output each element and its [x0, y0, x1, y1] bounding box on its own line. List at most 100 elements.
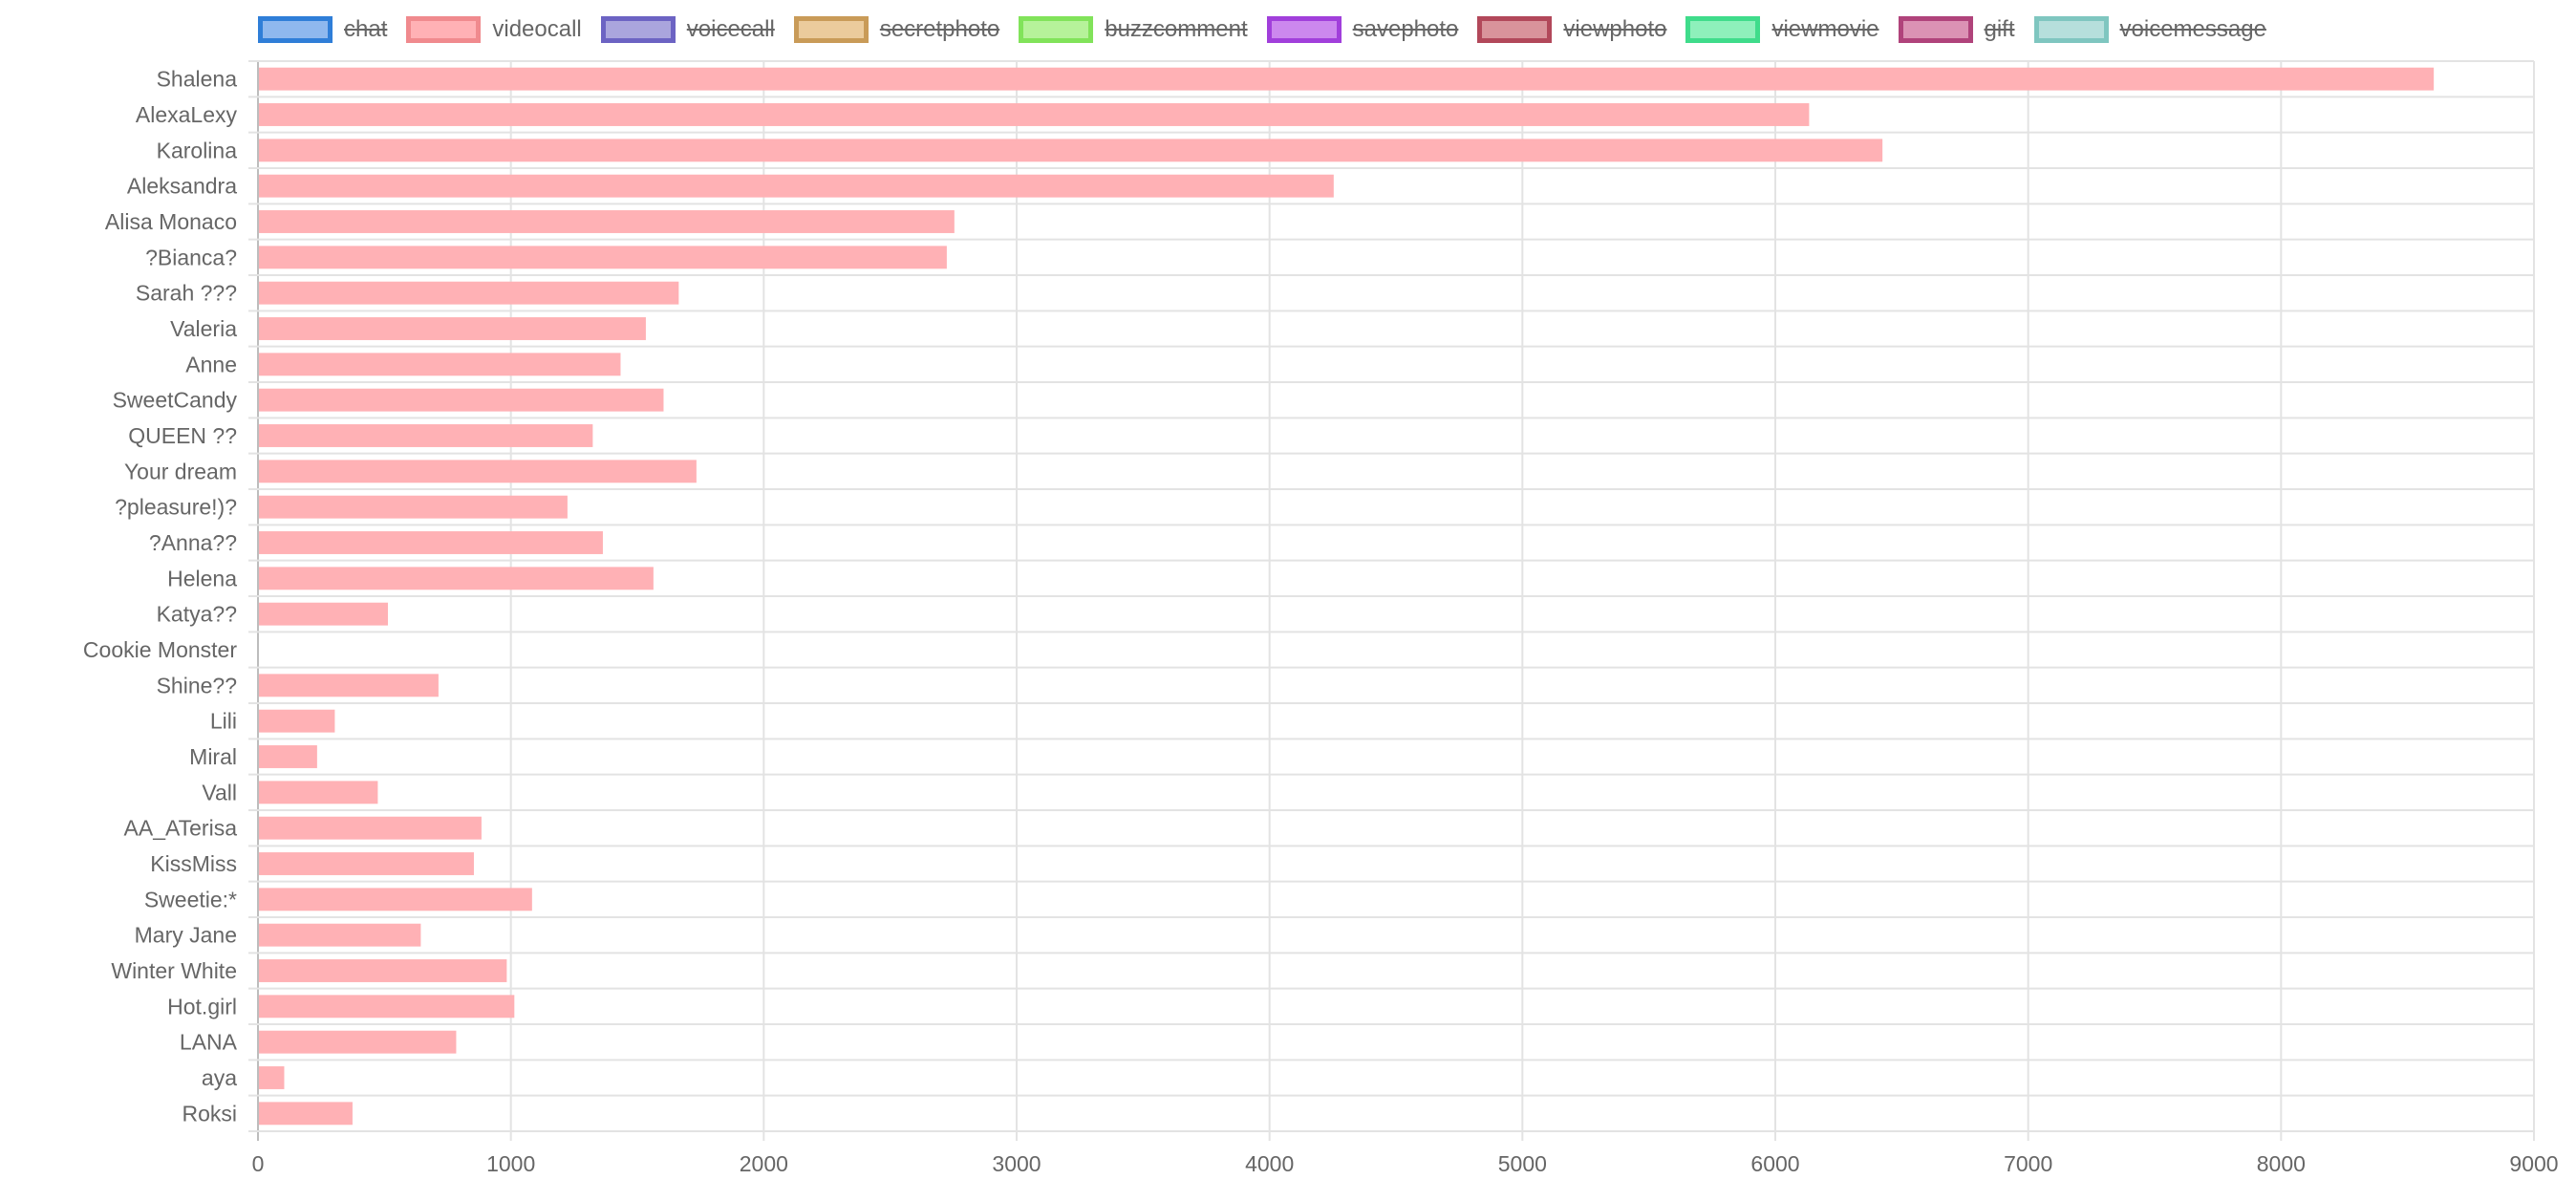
- legend-item-voicemessage[interactable]: voicemessage: [2033, 16, 2266, 43]
- y-category-label: Your dream: [124, 459, 237, 483]
- legend-label: secretphoto: [879, 16, 1000, 42]
- legend-label: viewmovie: [1771, 16, 1879, 42]
- legend-swatch: [600, 16, 676, 43]
- y-category-label: Shalena: [157, 67, 238, 92]
- y-category-label: Winter White: [111, 958, 237, 983]
- bar-28: [259, 1030, 457, 1054]
- y-category-label: Katya??: [157, 602, 237, 627]
- bar-5: [259, 210, 955, 233]
- y-category-label: Hot.girl: [167, 994, 237, 1019]
- bar-27: [259, 995, 515, 1019]
- y-category-label: LANA: [180, 1030, 238, 1055]
- legend-swatch: [793, 16, 869, 43]
- chart-legend: chat videocall voicecall secretphoto buzzcom…: [258, 10, 2286, 50]
- y-category-label: AA_ATerisa: [124, 816, 238, 841]
- legend-label: savephoto: [1352, 16, 1459, 42]
- y-category-label: AlexaLexy: [136, 102, 238, 127]
- bar-29: [259, 1066, 285, 1089]
- legend-label: viewphoto: [1563, 16, 1667, 42]
- y-category-label: SweetCandy: [113, 388, 238, 413]
- bar-13: [259, 495, 568, 519]
- legend-label: voicemessage: [2119, 16, 2266, 42]
- legend-label: voicecall: [686, 16, 775, 42]
- y-category-label: Roksi: [182, 1101, 237, 1126]
- bar-11: [259, 424, 593, 447]
- bar-16: [259, 602, 388, 626]
- legend-swatch: [1266, 16, 1342, 43]
- bar-20: [259, 745, 317, 768]
- x-tick-label: 2000: [740, 1151, 788, 1176]
- bar-22: [259, 816, 482, 840]
- bar-2: [259, 103, 1810, 126]
- legend-swatch: [2033, 16, 2109, 43]
- x-tick-label: 7000: [2004, 1151, 2052, 1176]
- y-category-label: Shine??: [157, 673, 237, 697]
- x-tick-label: 0: [252, 1151, 265, 1176]
- bar-14: [259, 531, 603, 554]
- x-tick-label: 6000: [1750, 1151, 1799, 1176]
- legend-label: buzzcomment: [1105, 16, 1248, 42]
- legend-item-voicecall[interactable]: voicecall: [600, 16, 775, 43]
- legend-item-savephoto[interactable]: savephoto: [1266, 16, 1459, 43]
- y-category-label: Helena: [167, 566, 237, 590]
- y-category-label: aya: [202, 1065, 237, 1090]
- bar-19: [259, 709, 335, 733]
- bar-10: [259, 388, 664, 412]
- y-category-label: Sarah ???: [136, 281, 237, 306]
- y-category-label: Cookie Monster: [83, 637, 237, 662]
- legend-item-viewphoto[interactable]: viewphoto: [1477, 16, 1666, 43]
- bar-30: [259, 1102, 353, 1126]
- y-category-label: ?Anna??: [149, 530, 237, 555]
- y-category-label: Alisa Monaco: [105, 209, 237, 234]
- y-category-label: Vall: [202, 780, 237, 804]
- y-category-label: Sweetie:*: [144, 887, 237, 911]
- bar-4: [259, 174, 1334, 198]
- y-category-label: Anne: [185, 352, 237, 376]
- x-tick-label: 5000: [1498, 1151, 1547, 1176]
- legend-swatch: [258, 16, 333, 43]
- legend-item-videocall[interactable]: videocall: [406, 16, 582, 43]
- legend-swatch: [1685, 16, 1761, 43]
- y-category-label: KissMiss: [150, 851, 237, 876]
- legend-item-buzzcomment[interactable]: buzzcomment: [1019, 16, 1248, 43]
- bar-6: [259, 246, 947, 269]
- bar-12: [259, 460, 697, 483]
- bar-3: [259, 139, 1883, 162]
- legend-item-secretphoto[interactable]: secretphoto: [793, 16, 1000, 43]
- legend-label: gift: [1984, 16, 2015, 42]
- x-tick-label: 8000: [2257, 1151, 2306, 1176]
- y-category-label: Karolina: [157, 138, 238, 162]
- bar-1: [259, 67, 2435, 91]
- y-category-label: Lili: [210, 709, 237, 734]
- bar-24: [259, 888, 532, 911]
- bar-23: [259, 852, 474, 875]
- y-category-label: ?Bianca?: [145, 245, 237, 269]
- legend-swatch: [406, 16, 482, 43]
- bar-25: [259, 923, 421, 947]
- y-category-label: Aleksandra: [127, 174, 237, 199]
- legend-label: chat: [344, 16, 388, 42]
- x-tick-label: 4000: [1245, 1151, 1294, 1176]
- legend-swatch: [1898, 16, 1973, 43]
- y-category-label: ?pleasure!)?: [115, 495, 237, 520]
- legend-swatch: [1477, 16, 1553, 43]
- y-category-label: Miral: [189, 744, 237, 769]
- bar-9: [259, 353, 621, 376]
- bar-7: [259, 281, 679, 305]
- y-category-label: Mary Jane: [135, 923, 237, 948]
- bar-15: [259, 567, 654, 590]
- legend-item-chat[interactable]: chat: [258, 16, 387, 43]
- bar-21: [259, 781, 378, 804]
- x-tick-label: 1000: [486, 1151, 535, 1176]
- legend-label: videocall: [492, 16, 582, 42]
- y-category-label: QUEEN ??: [128, 423, 237, 448]
- x-tick-label: 9000: [2509, 1151, 2558, 1176]
- legend-item-viewmovie[interactable]: viewmovie: [1685, 16, 1879, 43]
- legend-item-gift[interactable]: gift: [1898, 16, 2015, 43]
- legend-swatch: [1019, 16, 1094, 43]
- bar-8: [259, 317, 646, 340]
- bar-26: [259, 959, 507, 982]
- y-category-label: Valeria: [170, 316, 237, 341]
